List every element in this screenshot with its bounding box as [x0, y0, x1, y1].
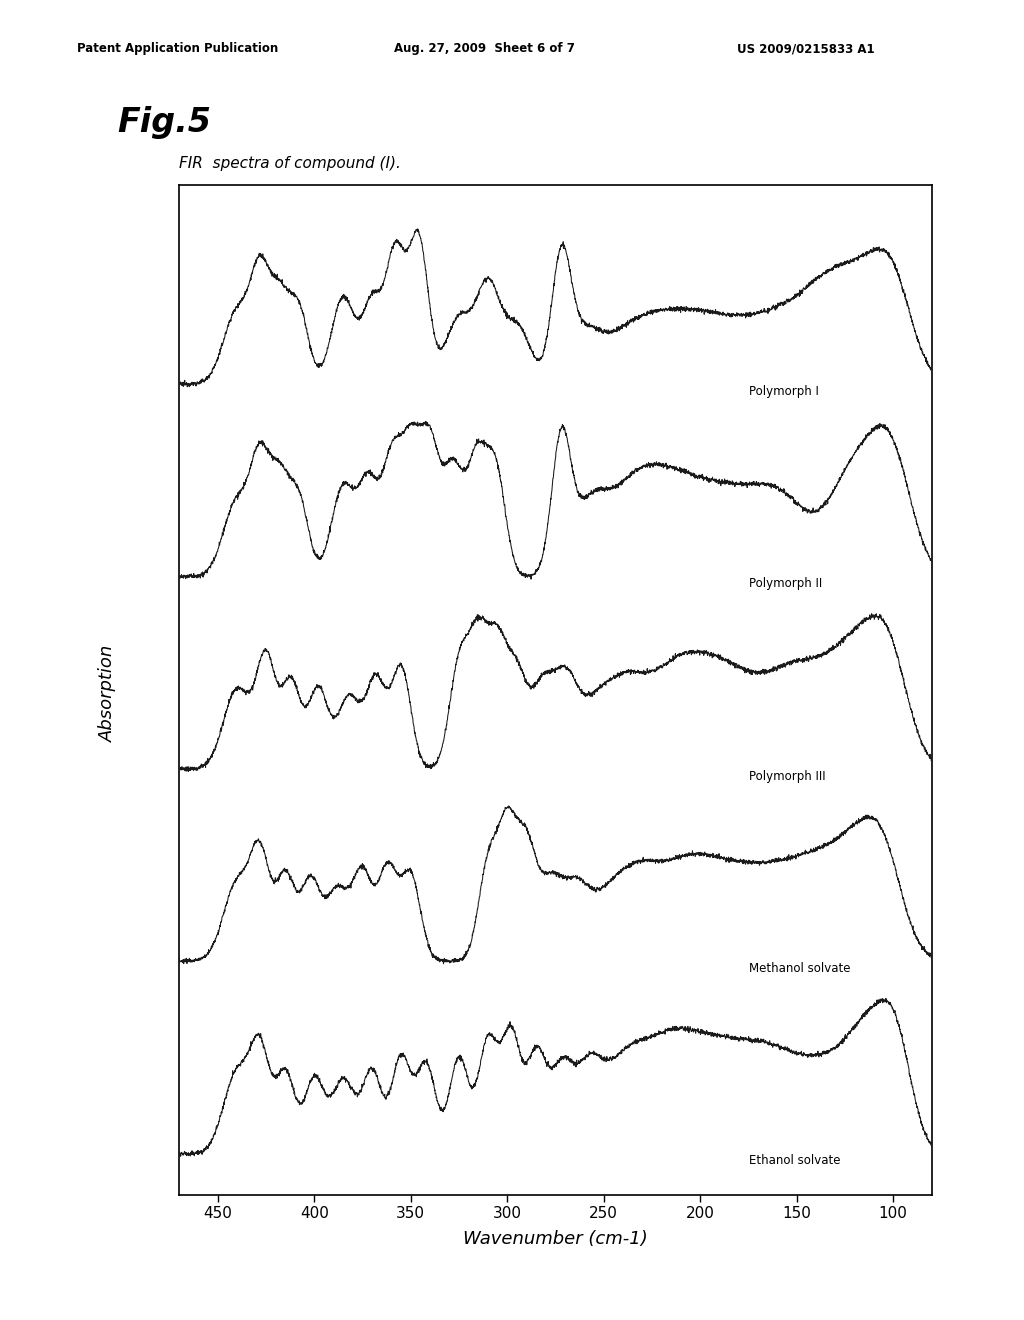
Text: Patent Application Publication: Patent Application Publication [77, 42, 279, 55]
Text: Polymorph I: Polymorph I [749, 385, 818, 397]
Text: Polymorph II: Polymorph II [749, 577, 821, 590]
Text: FIR  spectra of compound (I).: FIR spectra of compound (I). [179, 156, 401, 170]
Text: Polymorph III: Polymorph III [749, 770, 825, 783]
Text: Absorption: Absorption [98, 644, 117, 742]
X-axis label: Wavenumber (cm-1): Wavenumber (cm-1) [463, 1230, 648, 1247]
Text: Ethanol solvate: Ethanol solvate [749, 1154, 840, 1167]
Text: Fig.5: Fig.5 [118, 106, 212, 139]
Text: Aug. 27, 2009  Sheet 6 of 7: Aug. 27, 2009 Sheet 6 of 7 [394, 42, 575, 55]
Text: Methanol solvate: Methanol solvate [749, 962, 850, 975]
Text: US 2009/0215833 A1: US 2009/0215833 A1 [737, 42, 874, 55]
